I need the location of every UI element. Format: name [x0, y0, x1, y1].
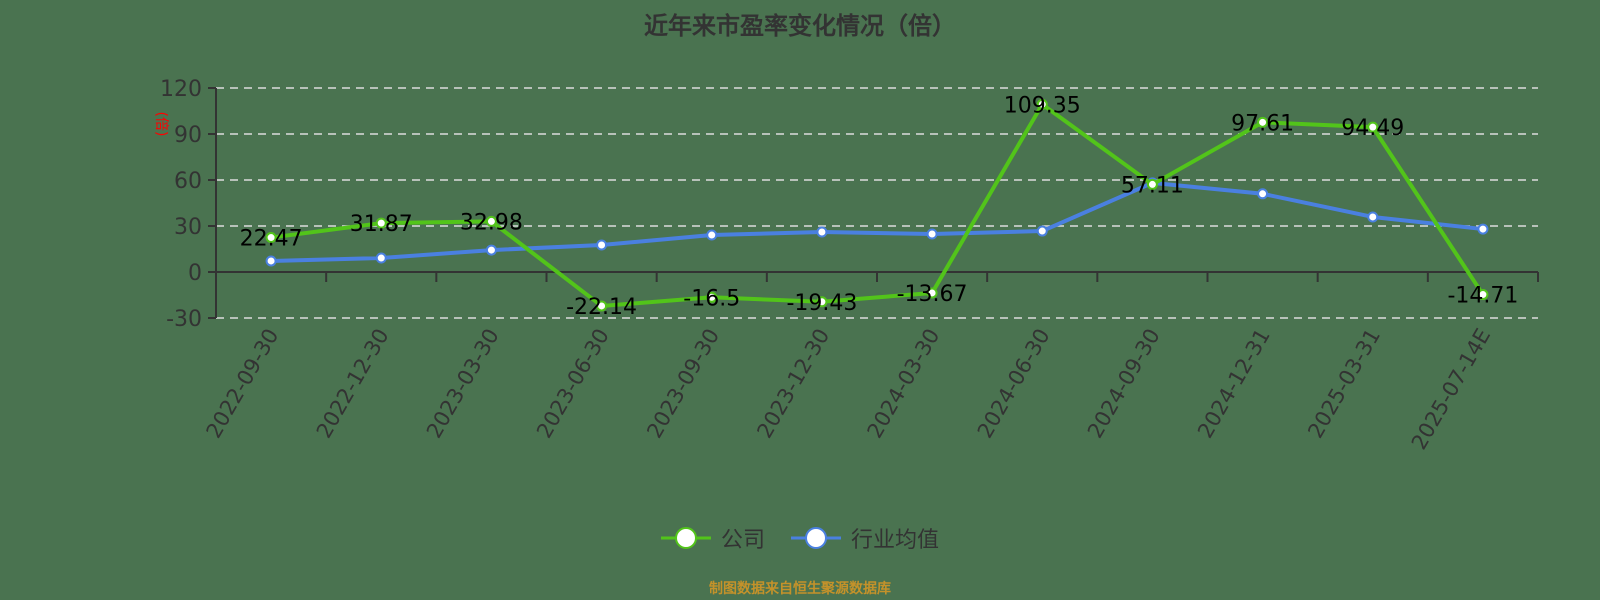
line-chart: -30 0 30 60 90 120 (倍) 2022-09-30 2022-12-30 2023…	[153, 77, 1539, 454]
data-source-footer: 制图数据来自恒生聚源数据库	[709, 581, 891, 597]
data-label: -19.43	[786, 291, 857, 316]
data-point[interactable]	[596, 300, 608, 312]
data-point[interactable]	[596, 239, 608, 251]
legend-industry-marker-icon	[791, 527, 841, 549]
data-label: 22.47	[240, 227, 303, 252]
x-tick-label: 2024-06-30	[973, 325, 1055, 443]
company-line	[270, 102, 1485, 308]
data-point[interactable]	[926, 228, 938, 240]
data-label: 32.98	[460, 210, 523, 235]
data-label: 97.61	[1231, 111, 1294, 136]
x-tick-label: 2023-12-30	[752, 325, 834, 443]
x-tick-label: 2024-12-31	[1193, 325, 1275, 443]
data-point[interactable]	[926, 287, 938, 299]
y-tick-label: 0	[188, 261, 202, 286]
data-label: -16.5	[683, 286, 740, 311]
x-tick-label: 2025-03-31	[1303, 325, 1385, 443]
data-point[interactable]	[706, 229, 718, 241]
data-point[interactable]	[1257, 116, 1269, 128]
x-tick-label: 2022-12-30	[312, 325, 394, 443]
data-label: 94.49	[1341, 116, 1404, 141]
data-point[interactable]	[816, 296, 828, 308]
data-point[interactable]	[1477, 289, 1489, 301]
legend-item-company[interactable]: 公司	[660, 522, 765, 554]
legend-label-company: 公司	[720, 528, 765, 553]
data-label: 57.11	[1121, 173, 1184, 198]
data-point[interactable]	[375, 252, 387, 264]
legend: 公司 行业均值	[0, 522, 1600, 554]
x-tick-label: 2024-03-30	[863, 324, 945, 442]
x-tick-label: 2023-06-30	[532, 325, 614, 443]
x-tick-label: 2024-09-30	[1083, 325, 1165, 443]
data-label: -22.14	[566, 295, 637, 320]
data-point[interactable]	[706, 291, 718, 303]
data-point[interactable]	[1367, 121, 1379, 133]
data-point[interactable]	[1477, 223, 1489, 235]
data-label: -14.71	[1447, 284, 1518, 309]
data-point[interactable]	[816, 226, 828, 238]
industry-average-line	[271, 180, 1484, 263]
data-label: 31.87	[350, 212, 413, 237]
data-point[interactable]	[265, 232, 277, 244]
data-point[interactable]	[375, 217, 387, 229]
legend-company-marker-icon	[660, 527, 711, 549]
data-label: -13.67	[897, 282, 968, 307]
data-point[interactable]	[485, 215, 497, 227]
y-tick-label: 60	[174, 169, 202, 194]
data-label: 109.35	[1004, 93, 1081, 118]
x-tick-label: 2023-03-30	[422, 324, 504, 442]
x-tick-label: 2023-09-30	[642, 325, 724, 443]
data-point[interactable]	[1036, 225, 1048, 237]
data-point[interactable]	[1146, 178, 1158, 190]
y-tick-label: 90	[174, 123, 202, 148]
x-tick-label: 2025-07-14E	[1407, 325, 1495, 454]
legend-label-industry-average: 行业均值	[851, 528, 940, 553]
y-tick-label: -30	[166, 307, 202, 332]
y-tick-label: 120	[160, 77, 202, 102]
chart-title: 近年来市盈率变化情况（倍）	[644, 12, 956, 40]
y-tick-label: 30	[174, 215, 202, 240]
data-point[interactable]	[1367, 211, 1379, 223]
data-point[interactable]	[1257, 188, 1269, 200]
legend-item-industry-average[interactable]: 行业均值	[791, 522, 939, 554]
data-point[interactable]	[485, 244, 497, 256]
y-axis-title: (倍)	[153, 112, 169, 137]
data-point[interactable]	[1036, 98, 1048, 110]
data-point[interactable]	[265, 255, 277, 267]
x-tick-label: 2022-09-30	[202, 325, 284, 443]
